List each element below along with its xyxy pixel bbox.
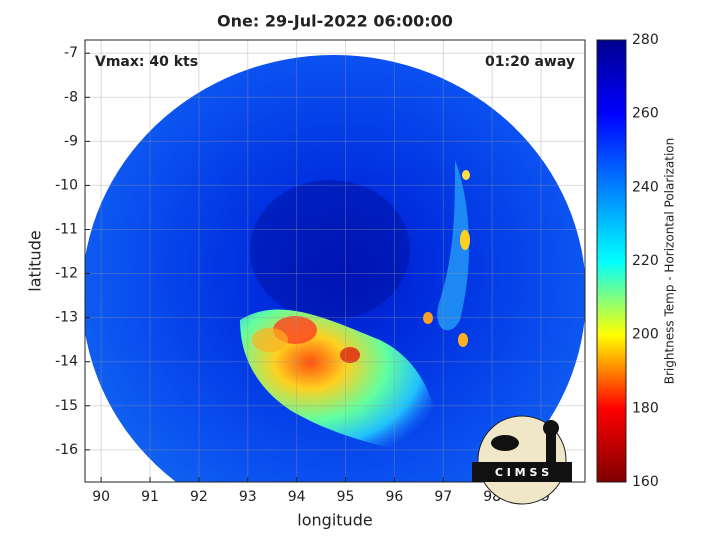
satellite-image [85, 55, 585, 482]
logo-text: C I M S S [495, 466, 549, 479]
y-tick-label: -12 [55, 266, 78, 282]
colorbar-tick-label: 180 [632, 400, 659, 416]
colorbar-tick-label: 260 [632, 106, 659, 122]
y-tick-label: -7 [64, 45, 78, 61]
y-tick-label: -14 [55, 354, 78, 370]
colorbar-tick-label: 280 [632, 32, 659, 48]
y-tick-label: -16 [55, 442, 78, 458]
chart-title: One: 29-Jul-2022 06:00:00 [217, 12, 453, 31]
x-tick-label: 97 [434, 489, 452, 505]
x-tick-label: 91 [141, 489, 159, 505]
x-tick-label: 96 [385, 489, 403, 505]
colorbar-tick-label: 200 [632, 327, 659, 343]
y-tick-label: -13 [55, 310, 78, 326]
axes: 90919293949596979899-7-8-9-10-11-12-13-1… [55, 32, 659, 505]
y-tick-label: -8 [64, 89, 78, 105]
y-tick-label: -11 [55, 221, 78, 237]
x-tick-label: 90 [92, 489, 110, 505]
y-tick-label: -9 [64, 133, 78, 149]
y-axis-label: latitude [26, 230, 45, 291]
colorbar [596, 39, 627, 483]
x-tick-label: 92 [190, 489, 208, 505]
x-axis-label: longitude [297, 511, 372, 530]
annotation: 01:20 away [485, 54, 575, 70]
colorbar-tick-label: 160 [632, 474, 659, 490]
y-tick-label: -10 [55, 177, 78, 193]
colorbar-tick-label: 220 [632, 253, 659, 269]
colorbar-label: Brightness Temp - Horizontal Polarizatio… [663, 138, 677, 385]
annotation: Vmax: 40 kts [95, 54, 198, 70]
x-tick-label: 94 [288, 489, 306, 505]
logo: C I M S S [472, 415, 572, 505]
x-tick-label: 93 [239, 489, 257, 505]
plot-frame [84, 39, 586, 483]
x-tick-label: 95 [337, 489, 355, 505]
colorbar-tick-label: 240 [632, 179, 659, 195]
y-tick-label: -15 [55, 398, 78, 414]
